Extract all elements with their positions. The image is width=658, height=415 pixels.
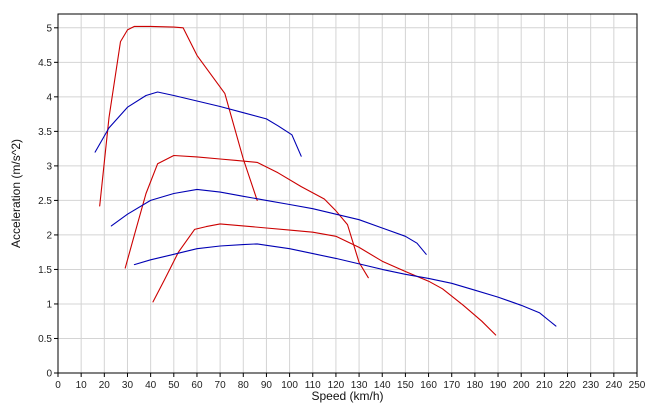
x-tick-label: 70 <box>215 380 227 391</box>
x-tick-label: 90 <box>261 380 273 391</box>
series-line-3 <box>124 154 369 279</box>
x-tick-label: 210 <box>536 380 553 391</box>
series-line-5 <box>152 223 497 336</box>
x-tick-label: 100 <box>281 380 298 391</box>
y-tick-label: 3 <box>46 161 52 172</box>
y-tick-label: 4.5 <box>38 58 52 69</box>
x-tick-label: 130 <box>351 380 368 391</box>
series-line-6 <box>133 243 557 327</box>
x-tick-label: 170 <box>443 380 460 391</box>
x-axis-title: Speed (km/h) <box>311 389 383 403</box>
x-tick-label: 20 <box>99 380 111 391</box>
y-tick-label: 1 <box>46 299 52 310</box>
series-line-1 <box>99 25 258 207</box>
x-tick-label: 120 <box>328 380 345 391</box>
y-tick-label: 4 <box>46 92 52 103</box>
y-axis-title: Acceleration (m/s^2) <box>9 139 23 248</box>
x-tick-label: 50 <box>168 380 180 391</box>
y-tick-label: 0 <box>46 369 52 380</box>
series-group <box>94 25 557 336</box>
x-tick-label: 160 <box>420 380 437 391</box>
x-tick-label: 150 <box>397 380 414 391</box>
x-tick-label: 60 <box>191 380 203 391</box>
x-tick-label: 230 <box>582 380 599 391</box>
x-tick-label: 0 <box>55 380 61 391</box>
y-tick-label: 1.5 <box>38 265 52 276</box>
series-line-4 <box>110 188 427 255</box>
plot-frame <box>57 13 638 374</box>
x-tick-label: 10 <box>76 380 88 391</box>
x-tick-label: 40 <box>145 380 157 391</box>
x-tick-label: 250 <box>629 380 646 391</box>
x-tick-label: 200 <box>513 380 530 391</box>
y-tick-label: 3.5 <box>38 127 52 138</box>
x-tick-label: 80 <box>238 380 250 391</box>
x-tick-label: 190 <box>490 380 507 391</box>
series-line-2 <box>94 91 302 157</box>
y-tick-label: 2.5 <box>38 196 52 207</box>
x-tick-label: 140 <box>374 380 391 391</box>
x-tick-label: 110 <box>305 380 321 391</box>
y-tick-label: 5 <box>46 23 52 34</box>
grid <box>57 14 638 374</box>
x-tick-label: 240 <box>605 380 622 391</box>
x-tick-label: 30 <box>122 380 134 391</box>
x-tick-label: 220 <box>559 380 576 391</box>
y-tick-label: 0.5 <box>38 334 52 345</box>
x-tick-label: 180 <box>467 380 484 391</box>
y-tick-label: 2 <box>46 230 52 241</box>
axis-ticks: 0 10 20 30 40 50 60 70 80 90 100 110 120 130 140 150 160… <box>38 23 646 391</box>
